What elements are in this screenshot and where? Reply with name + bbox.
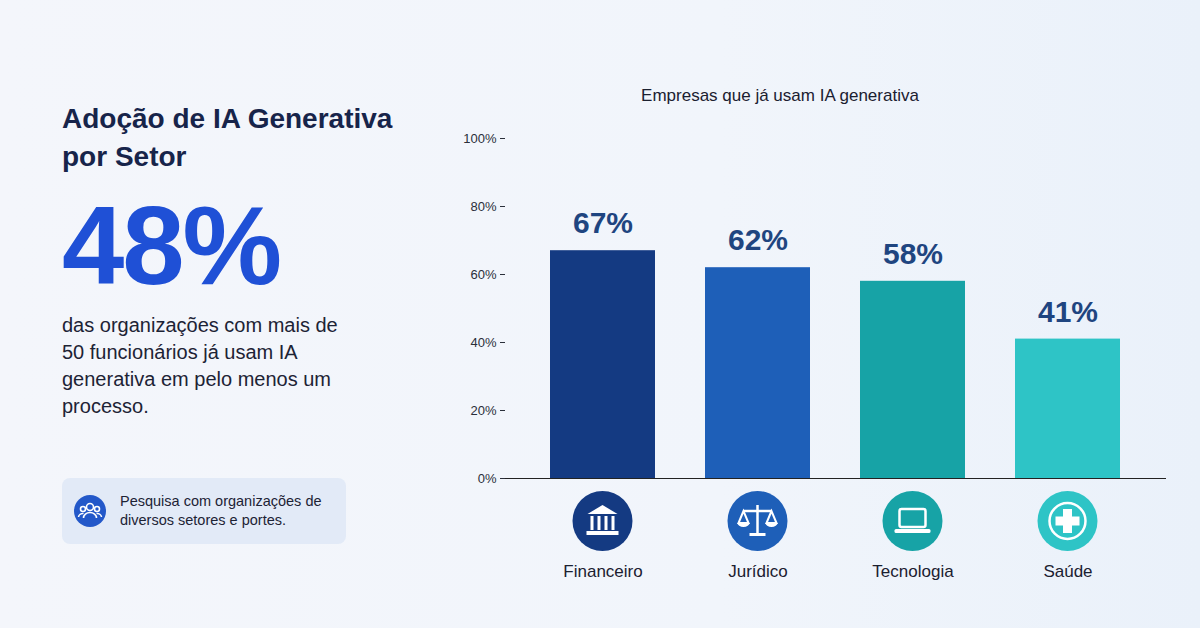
svg-text:Jurídico: Jurídico (728, 562, 788, 581)
svg-text:58%: 58% (883, 237, 943, 270)
svg-text:Tecnologia: Tecnologia (872, 562, 954, 581)
svg-text:80%: 80% (470, 199, 496, 214)
html-text:Empresas que já usam IA genera: Empresas que já usam IA generativa (641, 86, 919, 105)
svg-text:20%: 20% (470, 403, 496, 418)
html-text:48%: 48% (62, 183, 281, 308)
html-text:Pesquisa com organizações de d: Pesquisa com organizações de diversos se… (120, 493, 322, 528)
svg-text:Saúde: Saúde (1043, 562, 1092, 581)
svg-text:0%: 0% (478, 471, 497, 486)
svg-text:40%: 40% (470, 335, 496, 350)
svg-text:Financeiro: Financeiro (563, 562, 642, 581)
svg-text:62%: 62% (728, 223, 788, 256)
svg-text:67%: 67% (573, 206, 633, 239)
svg-text:100%: 100% (463, 131, 497, 146)
svg-text:60%: 60% (470, 267, 496, 282)
html-text:Adoção de IA Generativa por Se: Adoção de IA Generativa por Setor (62, 103, 393, 172)
svg-text:41%: 41% (1038, 295, 1098, 328)
html-text:das organizações com mais de 5: das organizações com mais de 50 funcioná… (62, 314, 338, 417)
